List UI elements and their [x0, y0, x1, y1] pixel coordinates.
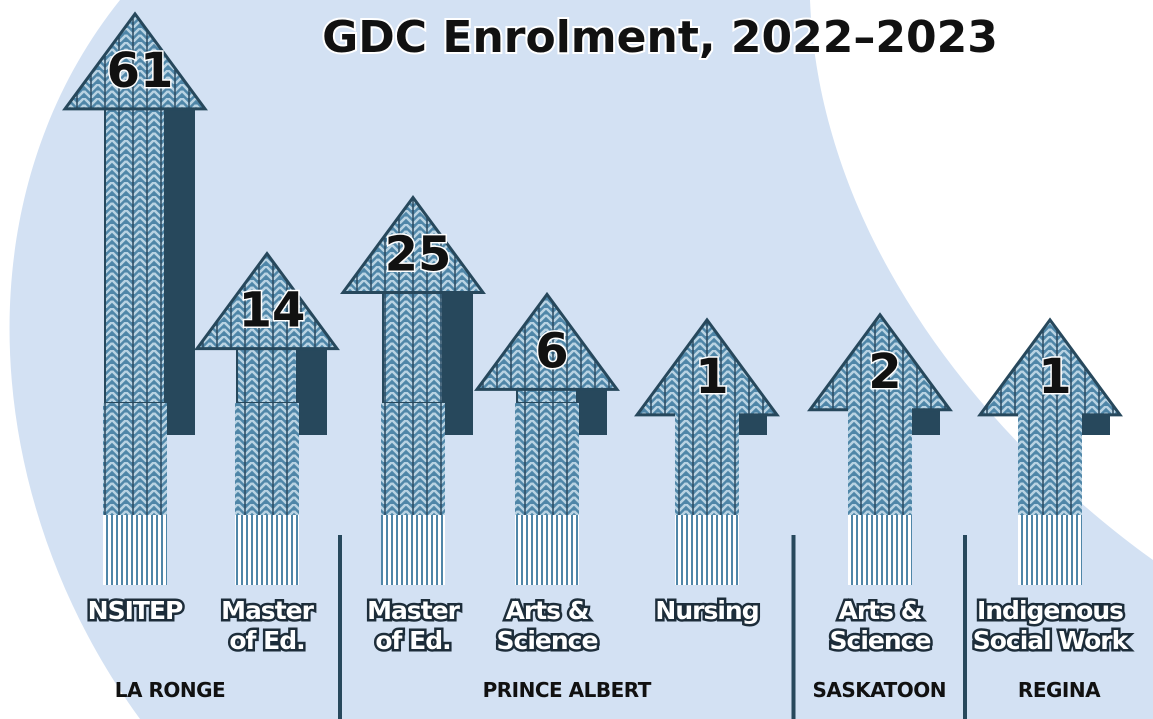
arrow-fringe [1018, 515, 1082, 585]
group-label: PRINCE ALBERT [482, 678, 652, 702]
arrow-base [103, 403, 167, 515]
arrow-base [515, 403, 579, 515]
arrow-base [848, 403, 912, 515]
value-label: 25 [385, 227, 452, 283]
arrow-shadow [443, 292, 473, 435]
arrow-fringe [235, 515, 299, 585]
value-label: 1 [695, 349, 728, 405]
arrow [634, 317, 780, 585]
arrow-fringe [103, 515, 167, 585]
value-label: 2 [868, 344, 901, 400]
arrow-base [381, 403, 445, 515]
category-label: Arts & Science [827, 594, 934, 658]
arrow-head [194, 251, 340, 351]
arrow-shaft [104, 107, 166, 405]
arrow-shadow [577, 389, 607, 435]
arrow-base [675, 403, 739, 515]
category-label: Master of Ed. [365, 594, 463, 658]
arrow-head [474, 291, 620, 391]
arrow [340, 194, 486, 585]
value-label: 6 [535, 323, 568, 379]
value-label: 14 [239, 283, 306, 339]
arrow-head [62, 11, 208, 111]
value-label: 1 [1038, 349, 1071, 405]
arrow-base [235, 403, 299, 515]
group-label: LA RONGE [114, 678, 226, 702]
arrow-base [1018, 403, 1082, 515]
category-label: Master of Ed. [219, 594, 317, 658]
category-label: NSITEP [85, 594, 186, 628]
category-label: Indigenous Social Work [970, 594, 1131, 658]
arrow-fringe [381, 515, 445, 585]
arrow [807, 312, 953, 585]
arrow [977, 317, 1123, 585]
arrow [62, 11, 208, 585]
arrow-fringe [848, 515, 912, 585]
arrow-shadow [297, 348, 327, 435]
arrow-shaft [382, 291, 444, 404]
arrow-shadow [1080, 414, 1110, 435]
category-label: Nursing [653, 594, 762, 628]
group-label: SASKATOON [812, 678, 947, 702]
category-label: Arts & Science [494, 594, 601, 658]
arrow-fringe [515, 515, 579, 585]
arrow-shaft [236, 347, 298, 405]
arrow-shaft [516, 388, 578, 404]
arrow [194, 251, 340, 585]
group-label: REGINA [1017, 678, 1101, 702]
arrow-shadow [910, 409, 940, 435]
arrow-head [340, 194, 486, 294]
arrow-fringe [675, 515, 739, 585]
arrow-shadow [737, 414, 767, 435]
value-label: 61 [107, 43, 174, 99]
chart-title: GDC Enrolment, 2022–2023 [322, 12, 998, 63]
arrow-shadow [165, 108, 195, 436]
arrow [474, 291, 620, 585]
